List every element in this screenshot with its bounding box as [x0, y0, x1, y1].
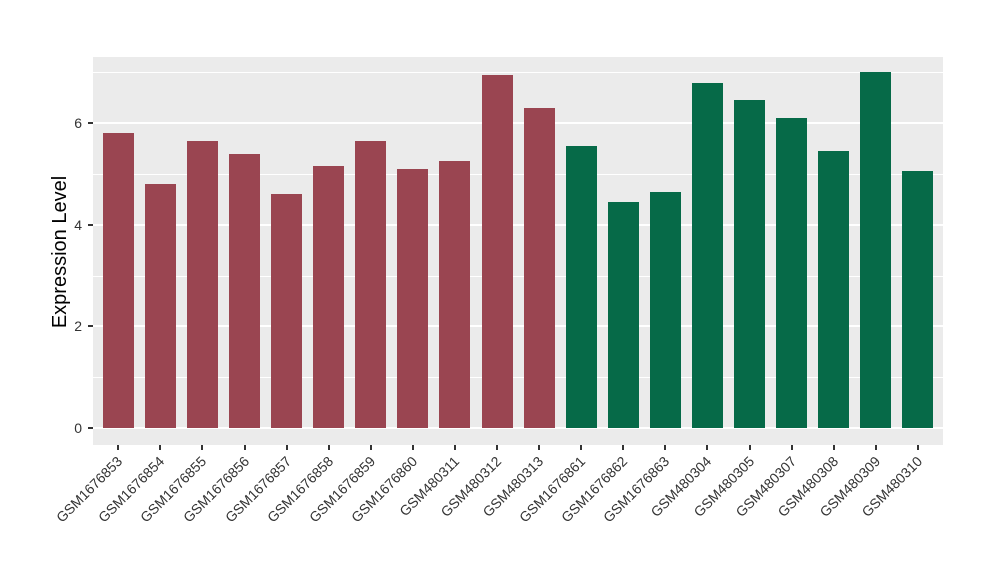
x-tick: [453, 445, 456, 450]
x-tick: [411, 445, 414, 450]
y-tick: [88, 122, 93, 125]
x-tick: [496, 445, 499, 450]
bar-GSM480307: [776, 118, 808, 428]
bar-GSM1676859: [355, 140, 387, 428]
y-tick: [88, 325, 93, 328]
x-tick: [117, 445, 120, 450]
gridline-major-0: [93, 427, 943, 429]
bar-GSM480308: [818, 151, 850, 428]
y-tick-label: 0: [74, 420, 82, 436]
y-tick-label: 6: [74, 115, 82, 132]
x-tick: [327, 445, 330, 450]
gridline-major-6: [93, 122, 943, 125]
gridline-minor-1: [93, 377, 943, 379]
x-tick: [538, 445, 541, 450]
x-tick: [622, 445, 625, 450]
x-tick: [201, 445, 204, 450]
bar-GSM1676853: [102, 133, 134, 428]
gridline-major-2: [93, 325, 943, 328]
bar-GSM480309: [860, 72, 892, 428]
gridline-minor-7: [93, 72, 943, 74]
x-tick: [580, 445, 583, 450]
gridline-minor-5: [93, 174, 943, 175]
bar-GSM1676856: [229, 153, 261, 428]
x-tick: [369, 445, 372, 450]
bar-GSM1676860: [397, 168, 429, 428]
bar-GSM480313: [523, 107, 555, 428]
bar-GSM480310: [902, 171, 934, 428]
y-tick-label: 2: [74, 318, 82, 335]
bar-GSM480311: [439, 161, 471, 428]
bar-GSM1676858: [313, 166, 345, 428]
x-tick: [706, 445, 709, 450]
plot-panel: [93, 57, 943, 445]
bar-GSM480305: [734, 100, 765, 428]
x-tick: [664, 445, 667, 450]
gridline-minor-3: [93, 275, 943, 277]
y-tick-label: 4: [74, 216, 82, 233]
x-tick: [159, 445, 162, 450]
bar-GSM1676863: [649, 191, 681, 428]
bar-GSM480312: [481, 74, 513, 428]
x-tick: [832, 445, 835, 450]
x-tick: [748, 445, 751, 450]
x-tick: [874, 445, 877, 450]
bar-GSM1676854: [144, 184, 176, 428]
gridline-major-4: [93, 223, 943, 226]
x-tick: [790, 445, 793, 450]
x-tick: [243, 445, 246, 450]
x-tick: [285, 445, 288, 450]
bar-GSM1676862: [607, 201, 639, 428]
bar-GSM1676855: [186, 140, 218, 428]
y-tick: [88, 223, 93, 226]
bar-GSM1676861: [565, 146, 597, 428]
x-tick: [916, 445, 919, 450]
bar-GSM1676857: [271, 194, 303, 428]
y-tick: [88, 427, 93, 429]
bar-GSM480304: [691, 82, 723, 428]
